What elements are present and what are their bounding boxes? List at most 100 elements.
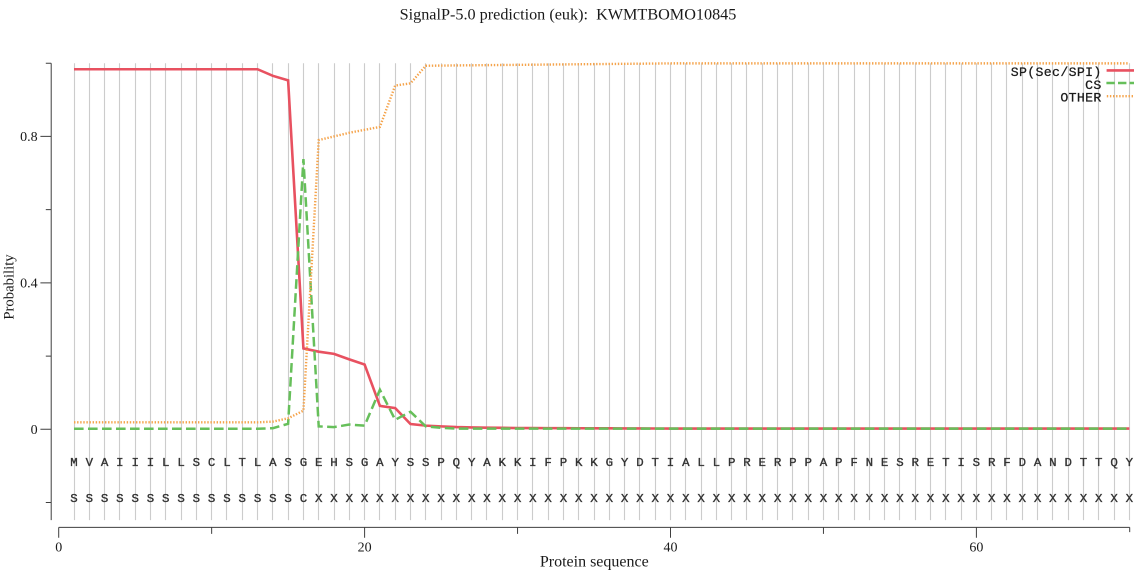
svg-text:S: S (407, 456, 414, 470)
svg-text:A: A (1034, 456, 1042, 470)
svg-text:X: X (361, 492, 369, 506)
svg-text:0.4: 0.4 (20, 277, 38, 292)
svg-text:X: X (728, 492, 736, 506)
svg-text:D: D (636, 456, 643, 470)
svg-text:R: R (988, 456, 996, 470)
svg-text:X: X (346, 492, 354, 506)
svg-text:X: X (575, 492, 583, 506)
svg-text:S: S (162, 492, 169, 506)
svg-text:X: X (866, 492, 874, 506)
svg-text:X: X (973, 492, 981, 506)
svg-text:SignalP-5.0 prediction (euk):: SignalP-5.0 prediction (euk): KWMTBOMO10… (400, 6, 737, 24)
svg-text:X: X (544, 492, 552, 506)
svg-text:F: F (544, 456, 551, 470)
svg-text:E: E (927, 456, 934, 470)
svg-text:X: X (927, 492, 935, 506)
svg-text:S: S (131, 492, 138, 506)
svg-text:C: C (208, 456, 215, 470)
svg-text:CS: CS (1085, 78, 1102, 93)
svg-text:R: R (774, 456, 782, 470)
svg-text:I: I (147, 456, 154, 470)
svg-text:X: X (636, 492, 644, 506)
svg-text:X: X (896, 492, 904, 506)
svg-text:X: X (697, 492, 705, 506)
svg-text:X: X (881, 492, 889, 506)
svg-text:X: X (621, 492, 629, 506)
svg-text:X: X (1049, 492, 1057, 506)
svg-text:R: R (743, 456, 751, 470)
svg-text:A: A (376, 456, 384, 470)
svg-text:P: P (835, 456, 842, 470)
svg-text:X: X (514, 492, 522, 506)
svg-text:P: P (728, 456, 735, 470)
svg-text:N: N (866, 456, 873, 470)
svg-text:S: S (193, 492, 200, 506)
svg-text:P: P (789, 456, 796, 470)
svg-text:X: X (682, 492, 690, 506)
svg-text:S: S (101, 492, 108, 506)
svg-text:X: X (1126, 492, 1134, 506)
svg-text:X: X (743, 492, 751, 506)
svg-text:E: E (759, 456, 766, 470)
svg-text:OTHER: OTHER (1060, 91, 1101, 106)
svg-text:X: X (391, 492, 399, 506)
svg-text:S: S (422, 456, 429, 470)
svg-text:S: S (193, 456, 200, 470)
svg-text:K: K (590, 456, 598, 470)
svg-text:X: X (820, 492, 828, 506)
svg-text:F: F (1003, 456, 1010, 470)
svg-text:T: T (651, 456, 658, 470)
svg-text:L: L (162, 456, 169, 470)
svg-text:SP(Sec/SPI): SP(Sec/SPI) (1011, 65, 1102, 80)
svg-text:X: X (957, 492, 965, 506)
svg-text:A: A (820, 456, 828, 470)
svg-text:P: P (804, 456, 811, 470)
svg-text:X: X (1034, 492, 1042, 506)
svg-text:S: S (269, 492, 276, 506)
svg-text:X: X (1064, 492, 1072, 506)
svg-text:L: L (697, 456, 704, 470)
svg-text:X: X (850, 492, 858, 506)
svg-text:X: X (988, 492, 996, 506)
svg-text:S: S (284, 492, 291, 506)
svg-text:X: X (835, 492, 843, 506)
svg-text:X: X (330, 492, 338, 506)
svg-text:X: X (1110, 492, 1118, 506)
svg-text:I: I (131, 456, 138, 470)
svg-text:G: G (300, 456, 307, 470)
svg-text:L: L (713, 456, 720, 470)
svg-text:X: X (483, 492, 491, 506)
svg-text:D: D (1019, 456, 1026, 470)
svg-text:X: X (376, 492, 384, 506)
svg-text:A: A (101, 456, 109, 470)
svg-text:X: X (789, 492, 797, 506)
svg-text:E: E (315, 456, 322, 470)
svg-text:T: T (1095, 456, 1102, 470)
svg-text:X: X (1095, 492, 1103, 506)
svg-text:Q: Q (1110, 456, 1117, 470)
svg-text:D: D (1064, 456, 1071, 470)
svg-text:X: X (759, 492, 767, 506)
svg-text:X: X (453, 492, 461, 506)
svg-text:X: X (468, 492, 476, 506)
svg-text:0.8: 0.8 (20, 130, 38, 145)
svg-text:S: S (346, 456, 353, 470)
svg-text:L: L (254, 456, 261, 470)
svg-text:A: A (483, 456, 491, 470)
svg-text:Y: Y (391, 456, 399, 470)
svg-text:20: 20 (358, 541, 372, 556)
svg-text:Y: Y (1126, 456, 1134, 470)
svg-text:X: X (942, 492, 950, 506)
svg-text:X: X (912, 492, 920, 506)
svg-text:A: A (269, 456, 277, 470)
svg-text:E: E (881, 456, 888, 470)
svg-text:V: V (86, 456, 94, 470)
svg-text:Y: Y (621, 456, 629, 470)
svg-text:K: K (514, 456, 522, 470)
svg-text:P: P (437, 456, 444, 470)
svg-text:T: T (239, 456, 246, 470)
svg-text:T: T (1080, 456, 1087, 470)
svg-text:F: F (850, 456, 857, 470)
svg-text:X: X (407, 492, 415, 506)
svg-text:L: L (223, 456, 230, 470)
